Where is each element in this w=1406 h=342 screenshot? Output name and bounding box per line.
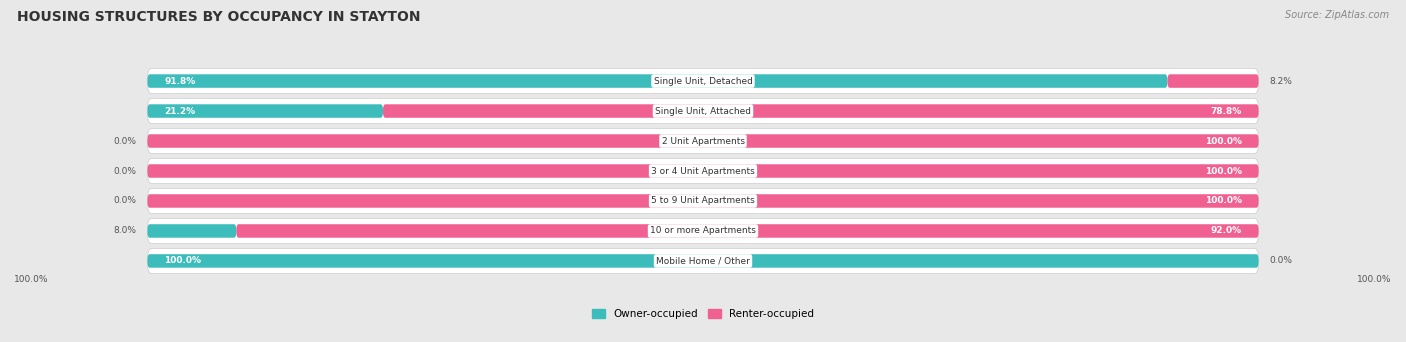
Text: 100.0%: 100.0% xyxy=(1205,136,1241,145)
FancyBboxPatch shape xyxy=(148,188,1258,213)
Text: 5 to 9 Unit Apartments: 5 to 9 Unit Apartments xyxy=(651,197,755,206)
Text: 91.8%: 91.8% xyxy=(165,77,195,86)
Text: Single Unit, Detached: Single Unit, Detached xyxy=(654,77,752,86)
Text: 100.0%: 100.0% xyxy=(1357,275,1392,284)
FancyBboxPatch shape xyxy=(236,224,1258,238)
Text: 100.0%: 100.0% xyxy=(1205,197,1241,206)
FancyBboxPatch shape xyxy=(148,98,1258,123)
Text: 100.0%: 100.0% xyxy=(14,275,49,284)
FancyBboxPatch shape xyxy=(148,129,1258,154)
Text: 100.0%: 100.0% xyxy=(1205,167,1241,175)
FancyBboxPatch shape xyxy=(148,254,1258,268)
Text: Single Unit, Attached: Single Unit, Attached xyxy=(655,106,751,116)
Text: 0.0%: 0.0% xyxy=(114,197,136,206)
Text: 0.0%: 0.0% xyxy=(114,167,136,175)
FancyBboxPatch shape xyxy=(382,104,1258,118)
Text: 2 Unit Apartments: 2 Unit Apartments xyxy=(661,136,745,145)
Text: 8.2%: 8.2% xyxy=(1270,77,1292,86)
Text: 8.0%: 8.0% xyxy=(114,226,136,236)
Text: Source: ZipAtlas.com: Source: ZipAtlas.com xyxy=(1285,10,1389,20)
FancyBboxPatch shape xyxy=(148,164,1258,178)
Text: HOUSING STRUCTURES BY OCCUPANCY IN STAYTON: HOUSING STRUCTURES BY OCCUPANCY IN STAYT… xyxy=(17,10,420,24)
Text: 21.2%: 21.2% xyxy=(165,106,195,116)
FancyBboxPatch shape xyxy=(148,68,1258,94)
FancyBboxPatch shape xyxy=(148,74,1167,88)
Text: 0.0%: 0.0% xyxy=(1270,256,1292,265)
Text: Mobile Home / Other: Mobile Home / Other xyxy=(657,256,749,265)
Text: 100.0%: 100.0% xyxy=(165,256,201,265)
Text: 92.0%: 92.0% xyxy=(1211,226,1241,236)
FancyBboxPatch shape xyxy=(148,219,1258,244)
Legend: Owner-occupied, Renter-occupied: Owner-occupied, Renter-occupied xyxy=(588,305,818,324)
FancyBboxPatch shape xyxy=(148,248,1258,274)
Text: 3 or 4 Unit Apartments: 3 or 4 Unit Apartments xyxy=(651,167,755,175)
FancyBboxPatch shape xyxy=(148,104,382,118)
Text: 78.8%: 78.8% xyxy=(1211,106,1241,116)
FancyBboxPatch shape xyxy=(148,134,1258,148)
FancyBboxPatch shape xyxy=(148,158,1258,184)
FancyBboxPatch shape xyxy=(148,224,236,238)
FancyBboxPatch shape xyxy=(148,194,1258,208)
FancyBboxPatch shape xyxy=(1167,74,1258,88)
Text: 10 or more Apartments: 10 or more Apartments xyxy=(650,226,756,236)
Text: 0.0%: 0.0% xyxy=(114,136,136,145)
